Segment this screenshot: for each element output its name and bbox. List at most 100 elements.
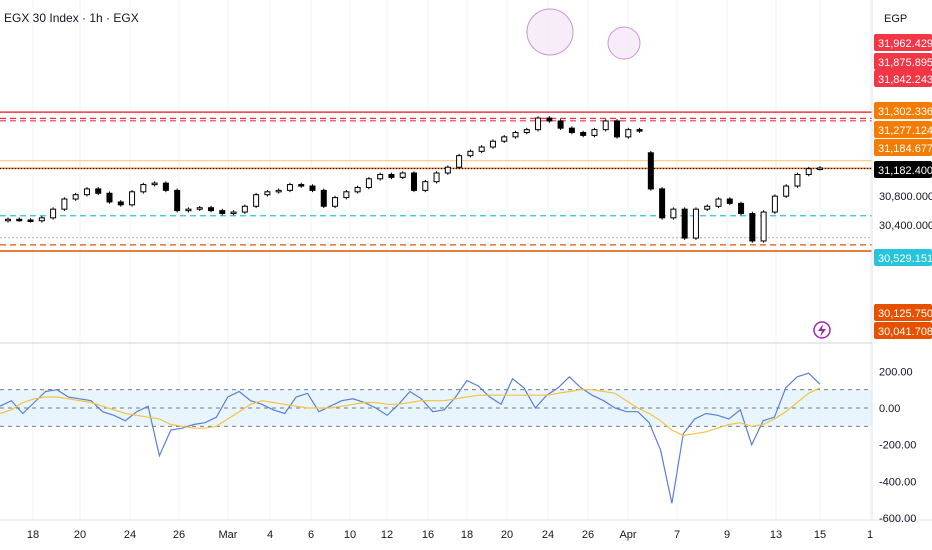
indicator-band bbox=[0, 389, 872, 427]
time-tick-label: 16 bbox=[422, 529, 434, 541]
candle bbox=[568, 127, 575, 134]
candle bbox=[174, 189, 181, 212]
candle bbox=[343, 191, 350, 199]
candle bbox=[704, 205, 711, 210]
candle bbox=[286, 184, 293, 191]
price-label-text: 31,875.895 bbox=[878, 57, 932, 69]
price-tick-label: 30,800.000 bbox=[879, 191, 932, 203]
candle bbox=[647, 152, 654, 190]
time-tick-label: Apr bbox=[619, 529, 636, 541]
oscillator-signal-line bbox=[0, 387, 821, 437]
candle bbox=[162, 182, 169, 191]
time-tick-label: 18 bbox=[461, 529, 473, 541]
candle bbox=[614, 120, 620, 138]
candle bbox=[760, 211, 767, 242]
price-label-tag: 30,125.750 bbox=[874, 304, 932, 321]
candle bbox=[117, 201, 124, 206]
price-label-text: 31,277.124 bbox=[878, 125, 932, 137]
time-tick-label: Mar bbox=[219, 529, 238, 541]
candle bbox=[377, 173, 384, 180]
candle bbox=[636, 129, 643, 132]
time-tick-label: 24 bbox=[542, 529, 554, 541]
candle bbox=[422, 181, 429, 191]
price-label-text: 30,041.708 bbox=[878, 326, 932, 338]
grid bbox=[32, 0, 871, 520]
price-label-text: 30,529.151 bbox=[878, 253, 932, 265]
candle bbox=[489, 140, 496, 148]
time-tick-label: 26 bbox=[173, 529, 185, 541]
candle bbox=[692, 208, 699, 239]
candle bbox=[501, 136, 508, 142]
candle bbox=[783, 185, 790, 197]
candle bbox=[298, 184, 305, 187]
chart-title: EGX 30 Index · 1h · EGX bbox=[4, 11, 139, 25]
candle bbox=[332, 197, 339, 207]
price-label-tag: 31,962.429 bbox=[874, 34, 932, 51]
candle bbox=[726, 198, 733, 204]
candle bbox=[5, 218, 11, 222]
candle bbox=[275, 189, 282, 193]
price-levels bbox=[0, 111, 872, 252]
candle bbox=[433, 172, 440, 183]
highlight-circle bbox=[607, 26, 641, 60]
price-label-tag: 31,182.400 bbox=[874, 161, 932, 178]
candle bbox=[196, 207, 203, 210]
oscillator-axis: 200.00 0.00 -200.00 -400.00 -600.00 bbox=[879, 366, 916, 525]
price-label-text: 31,184.677 bbox=[878, 143, 932, 155]
candle bbox=[557, 120, 564, 129]
time-tick-label: 10 bbox=[344, 529, 356, 541]
candle bbox=[411, 172, 417, 191]
price-label-tag: 31,277.124 bbox=[874, 121, 932, 138]
candle bbox=[253, 194, 260, 207]
price-axis: 30,800.000 30,400.000 bbox=[879, 191, 932, 232]
time-tick-label: 15 bbox=[814, 529, 826, 541]
candle bbox=[309, 185, 316, 191]
candle bbox=[546, 117, 553, 122]
candle bbox=[208, 207, 214, 212]
price-tick-label: 30,400.000 bbox=[879, 220, 932, 232]
candle bbox=[794, 173, 801, 187]
oscillator-tick-label: -400.00 bbox=[879, 476, 916, 488]
price-label-tag: 31,875.895 bbox=[874, 53, 932, 70]
candle bbox=[50, 208, 57, 219]
candle bbox=[151, 182, 158, 186]
oscillator-tick-label: -200.00 bbox=[879, 440, 916, 452]
candle bbox=[230, 211, 237, 215]
candle bbox=[72, 194, 79, 200]
time-tick-label: 9 bbox=[724, 529, 730, 541]
candle bbox=[817, 167, 823, 170]
highlight-circle bbox=[526, 8, 574, 56]
time-tick-label: 6 bbox=[308, 529, 314, 541]
highlight-markers bbox=[526, 8, 641, 60]
candle bbox=[140, 184, 147, 193]
candle bbox=[670, 208, 677, 219]
candle bbox=[681, 208, 688, 239]
candle bbox=[61, 198, 68, 210]
candle bbox=[625, 129, 632, 138]
time-tick-label: 1 bbox=[867, 529, 873, 541]
oscillator-tick-label: 0.00 bbox=[879, 403, 900, 415]
candle bbox=[805, 168, 812, 175]
candle bbox=[38, 217, 45, 222]
time-tick-label: 4 bbox=[267, 529, 273, 541]
time-tick-label: 7 bbox=[674, 529, 680, 541]
candle bbox=[512, 132, 519, 138]
candle bbox=[95, 188, 102, 194]
oscillator-tick-label: -600.00 bbox=[879, 513, 916, 525]
candle bbox=[715, 198, 722, 207]
candle bbox=[771, 195, 778, 213]
currency-label[interactable]: EGP bbox=[884, 13, 907, 25]
candle bbox=[580, 132, 587, 136]
candle bbox=[478, 146, 485, 152]
candle bbox=[388, 173, 395, 178]
candle bbox=[16, 218, 23, 222]
lightning-icon[interactable] bbox=[813, 321, 831, 339]
price-label-tag: 31,302.336 bbox=[874, 102, 932, 119]
candle bbox=[241, 205, 248, 213]
candle bbox=[444, 166, 451, 174]
time-tick-label: 20 bbox=[501, 529, 513, 541]
candle bbox=[399, 172, 406, 178]
price-label-text: 31,182.400 bbox=[878, 165, 932, 177]
candle bbox=[738, 202, 745, 214]
